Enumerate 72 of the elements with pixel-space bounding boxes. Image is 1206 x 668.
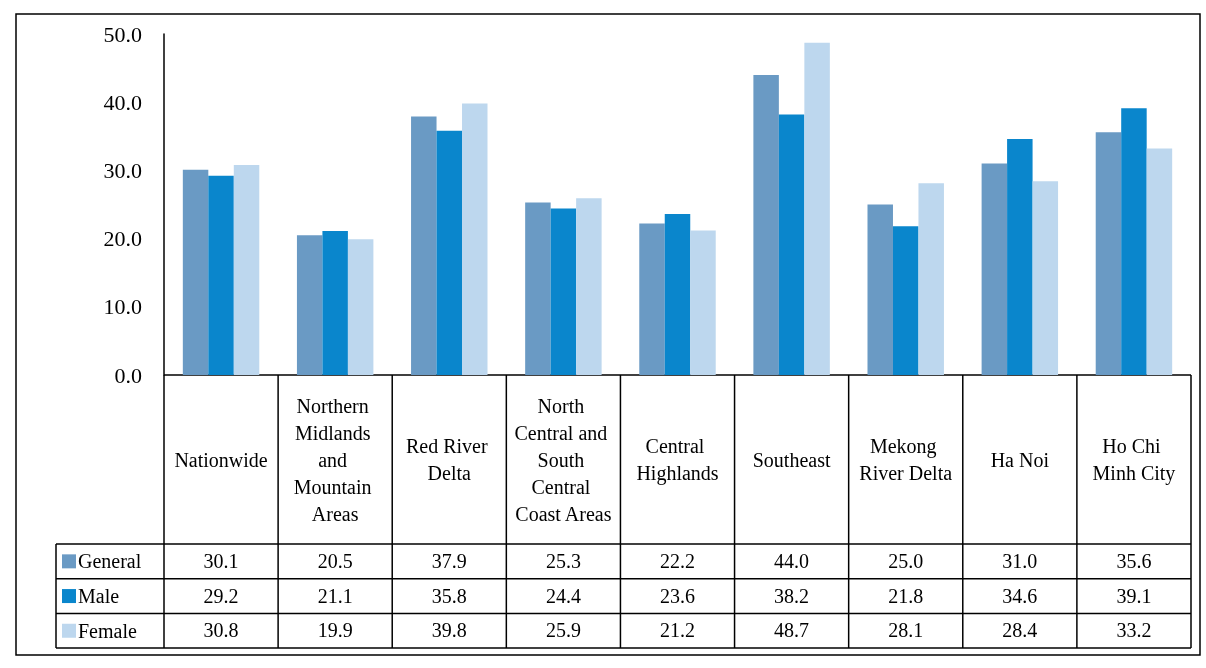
legend-label: General [78, 550, 142, 573]
legend-label: Male [78, 585, 120, 608]
bar [639, 223, 665, 375]
data-label: 19.9 [316, 618, 354, 644]
bar [322, 231, 348, 375]
data-label: 39.8 [430, 618, 468, 644]
data-label: 31.0 [1001, 548, 1039, 574]
x-tick-label: Central Highlands [636, 435, 719, 485]
y-tick-label: 30.0 [103, 157, 142, 183]
bar [436, 130, 463, 375]
data-label: 35.6 [1115, 548, 1153, 574]
data-label: 35.8 [430, 583, 468, 609]
data-label: 22.2 [659, 548, 696, 574]
data-label: 24.4 [544, 583, 582, 609]
bar [208, 175, 234, 375]
data-label: 29.2 [202, 583, 240, 609]
data-label: 44.0 [773, 548, 811, 574]
data-label: 21.2 [659, 618, 696, 644]
data-label: 48.7 [773, 618, 811, 644]
data-label: 25.9 [544, 618, 582, 644]
bar [753, 74, 779, 375]
bar [892, 226, 919, 375]
bar [525, 202, 551, 375]
bar [1121, 108, 1147, 375]
bar [867, 204, 893, 375]
bar [804, 42, 830, 375]
x-tick-label: Red River Delta [405, 435, 493, 484]
bar [233, 164, 260, 375]
x-tick-label: Mekong River Delta [859, 435, 953, 484]
data-label: 33.2 [1115, 618, 1153, 644]
bar [347, 239, 374, 375]
x-tick-label: Ha Noi [990, 448, 1050, 471]
x-tick-label: Northern Midlands and Mountain Areas [293, 394, 377, 525]
bar [296, 235, 323, 375]
y-tick-label: 10.0 [103, 294, 142, 320]
bar [462, 103, 488, 375]
bar [664, 214, 691, 375]
data-label: 30.8 [202, 618, 240, 644]
y-tick-label: 0.0 [114, 362, 142, 388]
data-label: 28.1 [887, 618, 925, 644]
bar [690, 230, 716, 375]
data-label: 23.6 [659, 583, 696, 609]
data-label: 25.0 [887, 548, 925, 574]
data-label: 25.3 [544, 548, 582, 574]
y-tick-label: 40.0 [103, 89, 142, 115]
legend-label: Female [78, 619, 137, 642]
bar [1146, 148, 1173, 375]
data-label: 21.1 [316, 583, 354, 609]
data-label: 28.4 [1001, 618, 1039, 644]
bar [918, 183, 944, 375]
bar [981, 163, 1008, 375]
bar [778, 114, 805, 375]
data-label: 39.1 [1115, 583, 1153, 609]
data-label: 38.2 [773, 583, 811, 609]
y-tick-label: 50.0 [103, 21, 142, 47]
x-tick-label: North Central and South Central Coast Areas [514, 394, 613, 525]
data-label: 21.8 [887, 583, 925, 609]
bar [411, 116, 437, 375]
bar [576, 198, 602, 375]
bar [1032, 181, 1059, 375]
data-label: 30.1 [202, 548, 240, 574]
bar [182, 169, 209, 375]
x-tick-label: Nationwide [174, 448, 268, 471]
bar [550, 208, 577, 375]
x-tick-label: Southeast [752, 448, 831, 471]
data-label: 20.5 [316, 548, 354, 574]
data-label: 34.6 [1001, 583, 1039, 609]
x-tick-label: Ho Chi Minh City [1092, 435, 1176, 485]
bar [1007, 139, 1033, 375]
y-tick-label: 20.0 [103, 226, 142, 252]
data-label: 37.9 [430, 548, 468, 574]
bar [1095, 132, 1122, 375]
